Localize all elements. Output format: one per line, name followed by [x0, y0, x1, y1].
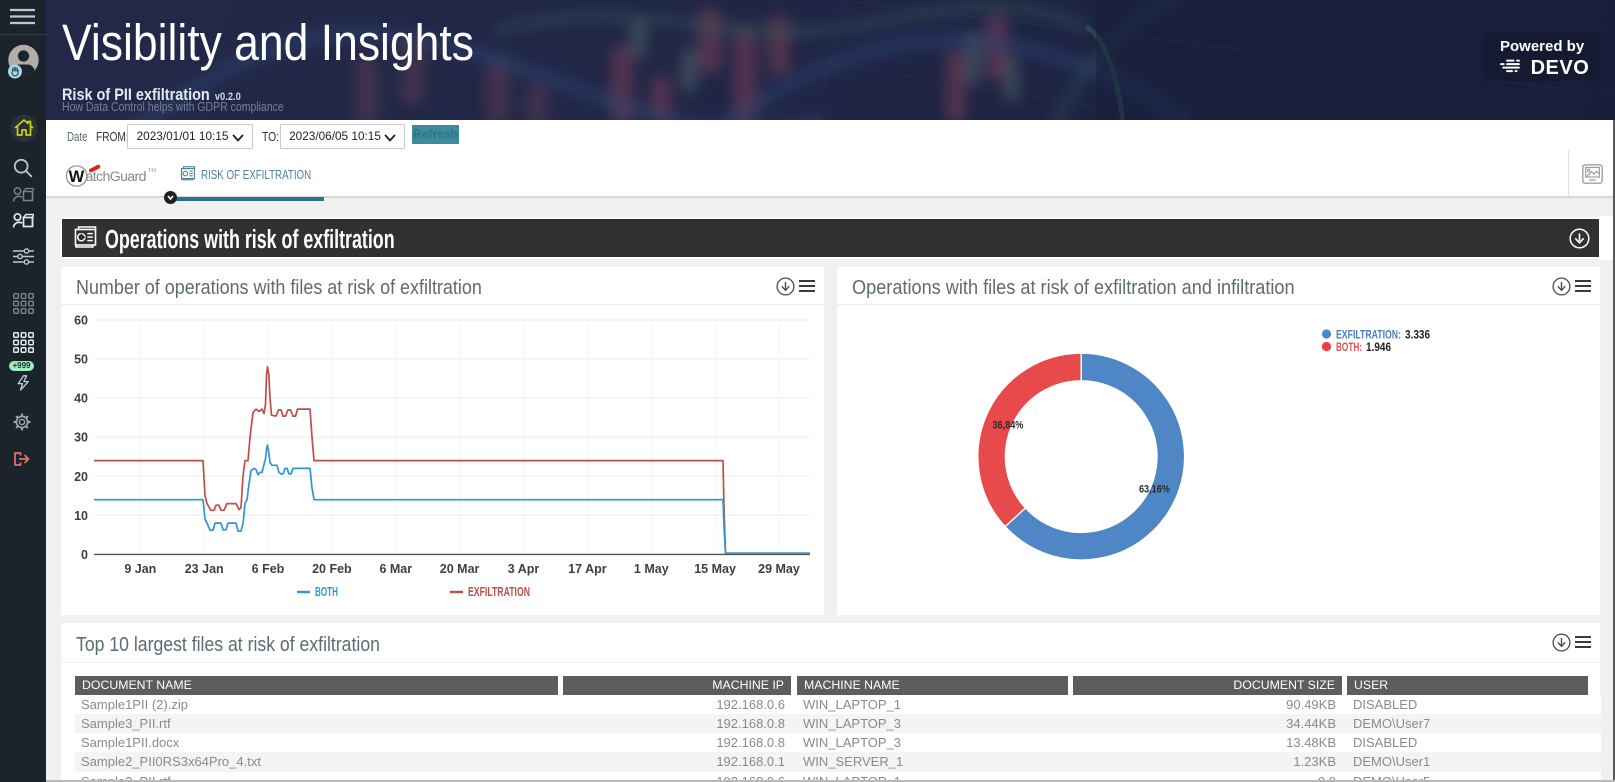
svg-text:36,84%: 36,84% [992, 419, 1023, 431]
svg-text:50: 50 [74, 353, 88, 367]
svg-text:EXFILTRATION:: EXFILTRATION: [1336, 330, 1401, 342]
svg-text:BOTH:: BOTH: [1336, 342, 1362, 354]
svg-text:60: 60 [74, 314, 88, 328]
svg-text:1 May: 1 May [634, 562, 669, 576]
svg-text:15 May: 15 May [694, 562, 736, 576]
svg-text:0: 0 [81, 548, 88, 562]
svg-text:6 Feb: 6 Feb [252, 562, 285, 576]
svg-text:W: W [69, 168, 85, 186]
svg-text:9 Jan: 9 Jan [124, 562, 156, 576]
svg-text:BOTH: BOTH [315, 585, 338, 599]
svg-text:20 Feb: 20 Feb [312, 562, 352, 576]
svg-text:3 Apr: 3 Apr [508, 562, 540, 576]
svg-text:TM: TM [148, 168, 156, 174]
svg-text:10: 10 [74, 509, 88, 523]
svg-text:29 May: 29 May [758, 562, 800, 576]
svg-text:EXFILTRATION: EXFILTRATION [468, 585, 530, 599]
svg-text:23 Jan: 23 Jan [185, 562, 224, 576]
svg-text:atchGuard: atchGuard [86, 169, 147, 185]
svg-text:40: 40 [74, 392, 88, 406]
svg-text:63,16%: 63,16% [1139, 484, 1170, 496]
svg-text:1.946: 1.946 [1366, 342, 1391, 354]
svg-text:3.336: 3.336 [1405, 330, 1430, 342]
svg-text:17 Apr: 17 Apr [568, 562, 607, 576]
svg-text:6 Mar: 6 Mar [379, 562, 412, 576]
svg-text:20: 20 [74, 470, 88, 484]
svg-text:30: 30 [74, 431, 88, 445]
svg-text:20 Mar: 20 Mar [440, 562, 480, 576]
